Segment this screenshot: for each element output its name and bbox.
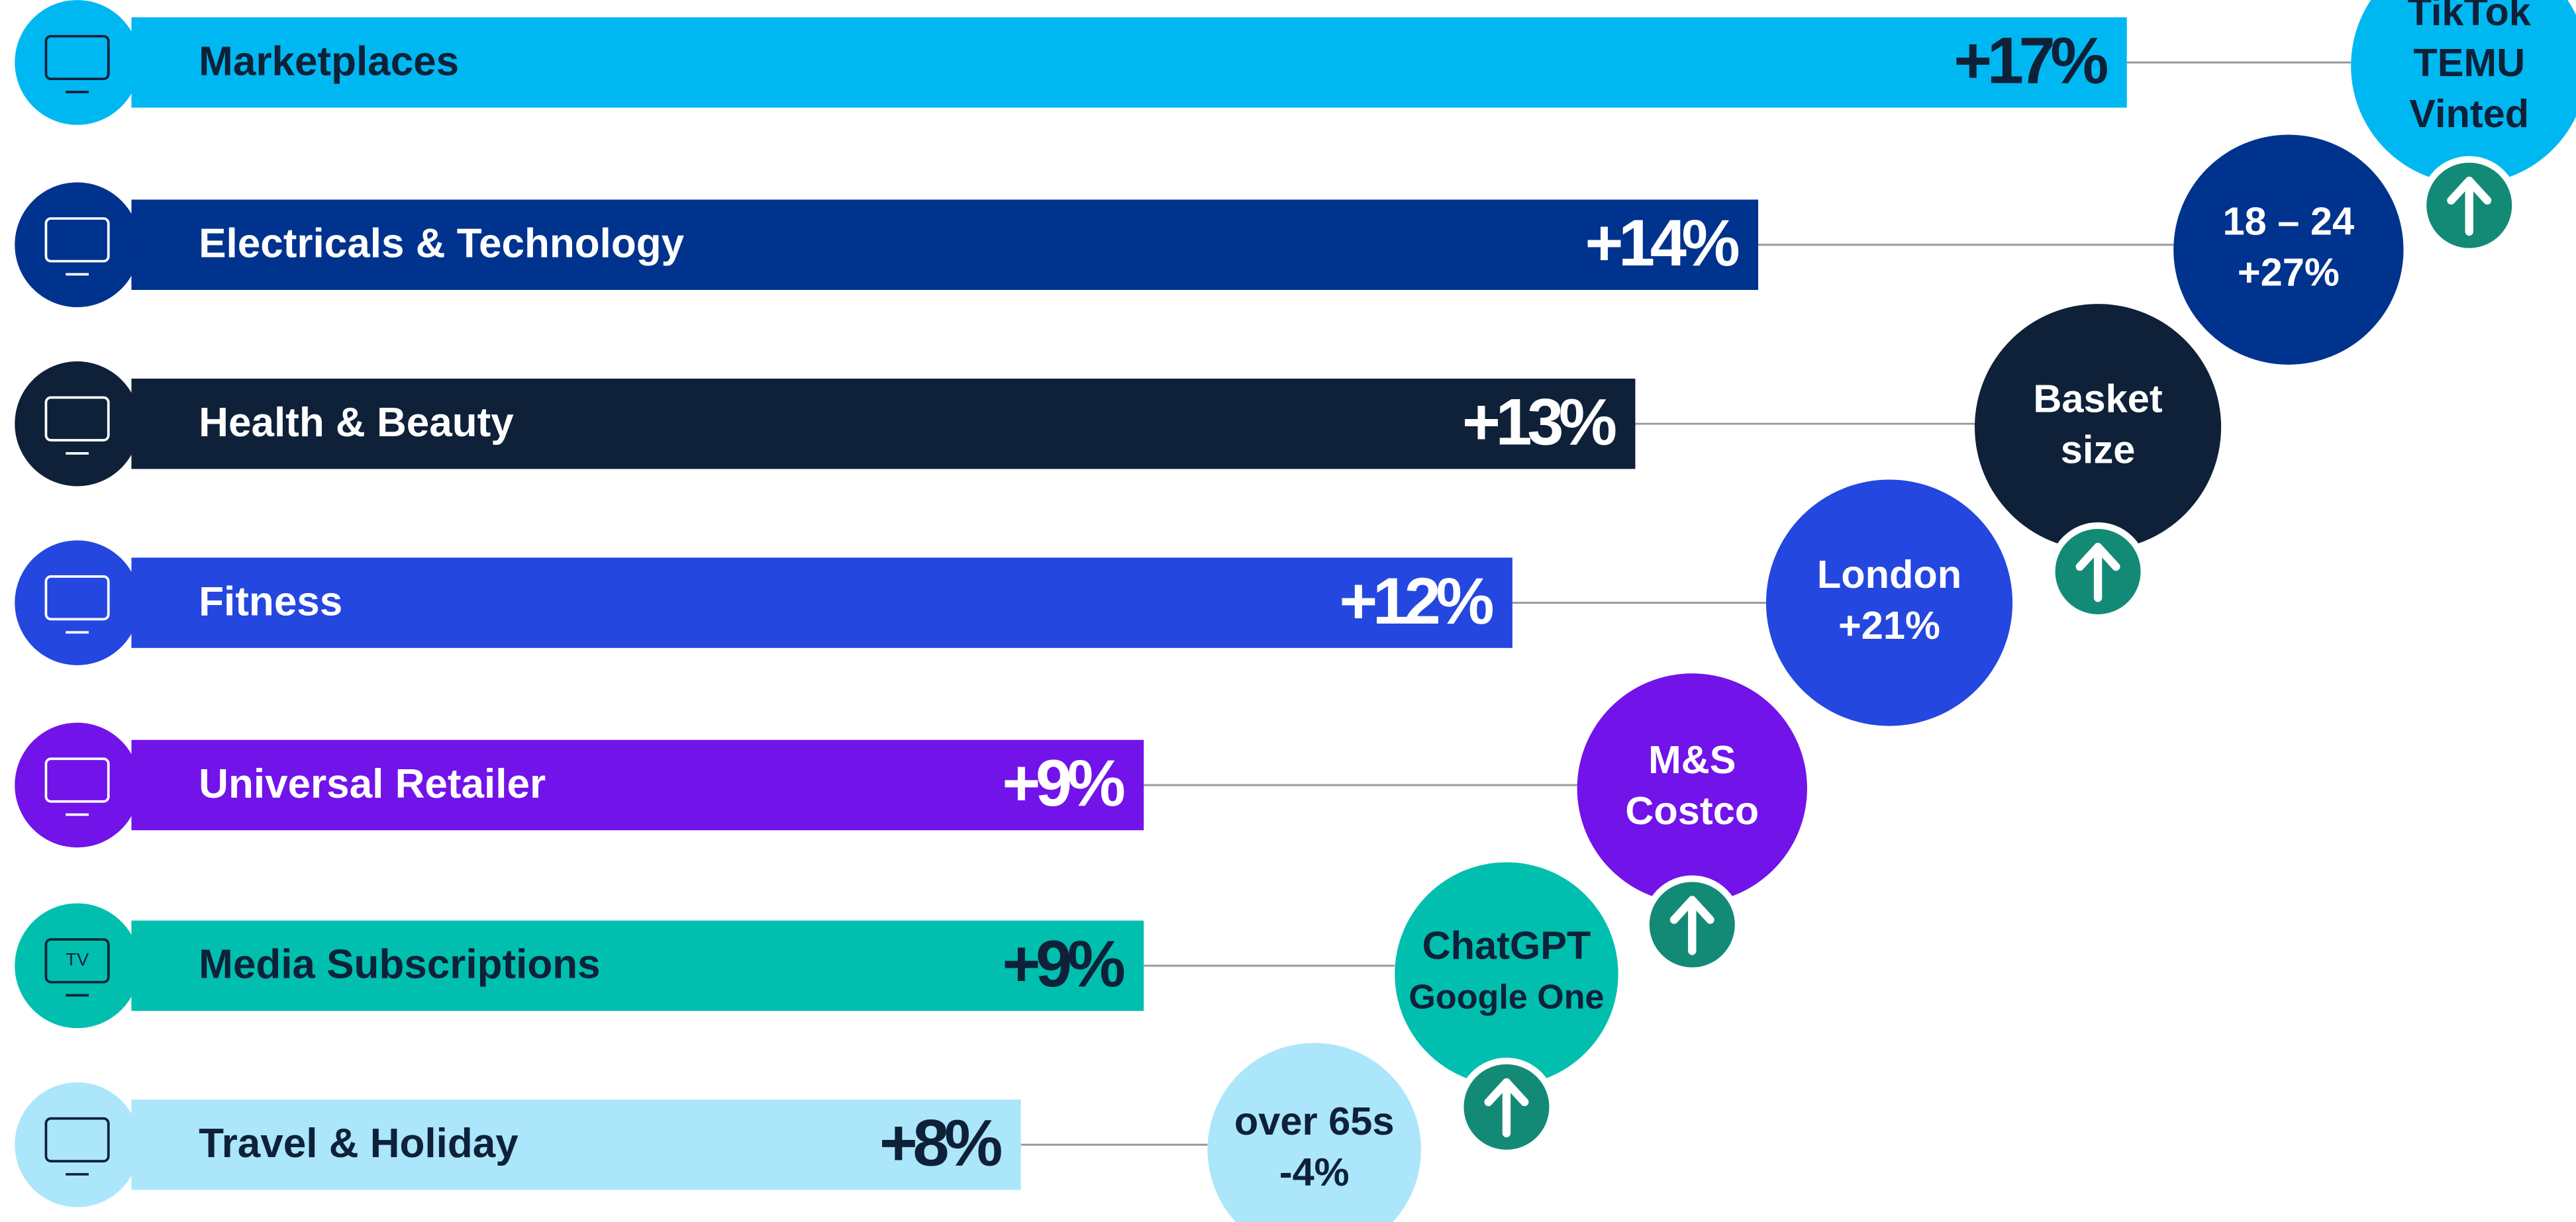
annotation-text: Costco	[1625, 788, 1759, 833]
arrow-icon	[2447, 176, 2492, 236]
value-label: +12%	[1339, 565, 1493, 638]
icon	[44, 34, 110, 81]
icon-circle	[15, 903, 140, 1029]
annotation-circle	[1975, 304, 2222, 551]
annotation-text: London	[1817, 552, 1961, 596]
value-label: +8%	[879, 1106, 1001, 1180]
icon-circle	[15, 361, 140, 487]
category-label: Health & Beauty	[199, 400, 514, 446]
category-label: Media Subscriptions	[199, 942, 600, 988]
annotation-circle	[2351, 0, 2576, 184]
icon	[44, 396, 110, 442]
annotation-text: +27%	[2238, 250, 2340, 294]
icon-circle	[15, 182, 140, 308]
bar	[131, 17, 2127, 108]
annotation-text: TEMU	[2413, 40, 2525, 85]
annotation-circle	[1577, 673, 1807, 904]
icon-label: TV	[66, 949, 89, 970]
annotation-text: over 65s	[1234, 1099, 1395, 1143]
category-label: Marketplaces	[199, 38, 459, 84]
annotation-text: Google One	[1409, 978, 1604, 1016]
icon-circle	[15, 540, 140, 665]
icon	[44, 938, 110, 984]
arrow-icon	[1669, 896, 1714, 955]
annotation-circle	[1765, 479, 2013, 726]
value-label: +9%	[1002, 747, 1124, 820]
value-label: +17%	[1954, 24, 2107, 98]
icon-circle	[15, 0, 140, 125]
annotation-text: M&S	[1648, 737, 1736, 782]
annotation-text: +21%	[1838, 603, 1940, 647]
annotation-text: Basket	[2033, 376, 2162, 420]
annotation-text: 18 – 24	[2223, 199, 2355, 243]
bar	[131, 1100, 1021, 1190]
annotation-text: TikTok	[2408, 0, 2532, 34]
icon	[44, 575, 110, 621]
icon-circle	[15, 1082, 140, 1207]
annotation-text: -4%	[1279, 1150, 1350, 1194]
bar	[131, 378, 1636, 469]
annotation-text: size	[2061, 427, 2136, 471]
annotation-text: ChatGPT	[1422, 923, 1591, 968]
annotation-circle	[1207, 1043, 1421, 1222]
icon	[44, 757, 110, 803]
annotation-circle	[2173, 134, 2404, 365]
bar	[131, 739, 1144, 831]
bar	[131, 199, 1759, 290]
annotation-text: Vinted	[2409, 91, 2529, 136]
bar	[131, 920, 1144, 1011]
value-label: +14%	[1585, 207, 1739, 280]
arrow-icon	[1484, 1078, 1529, 1138]
value-label: +13%	[1462, 385, 1616, 459]
icon	[44, 217, 110, 263]
category-label: Universal Retailer	[199, 761, 546, 807]
icon	[44, 1117, 110, 1162]
category-label: Travel & Holiday	[199, 1121, 519, 1166]
category-label: Electricals & Technology	[199, 221, 684, 267]
value-label: +9%	[1002, 927, 1124, 1001]
annotation-circle	[1395, 862, 1618, 1086]
bar	[131, 557, 1512, 648]
category-label: Fitness	[199, 579, 342, 624]
arrow-icon	[2075, 543, 2120, 602]
icon-circle	[15, 722, 140, 848]
